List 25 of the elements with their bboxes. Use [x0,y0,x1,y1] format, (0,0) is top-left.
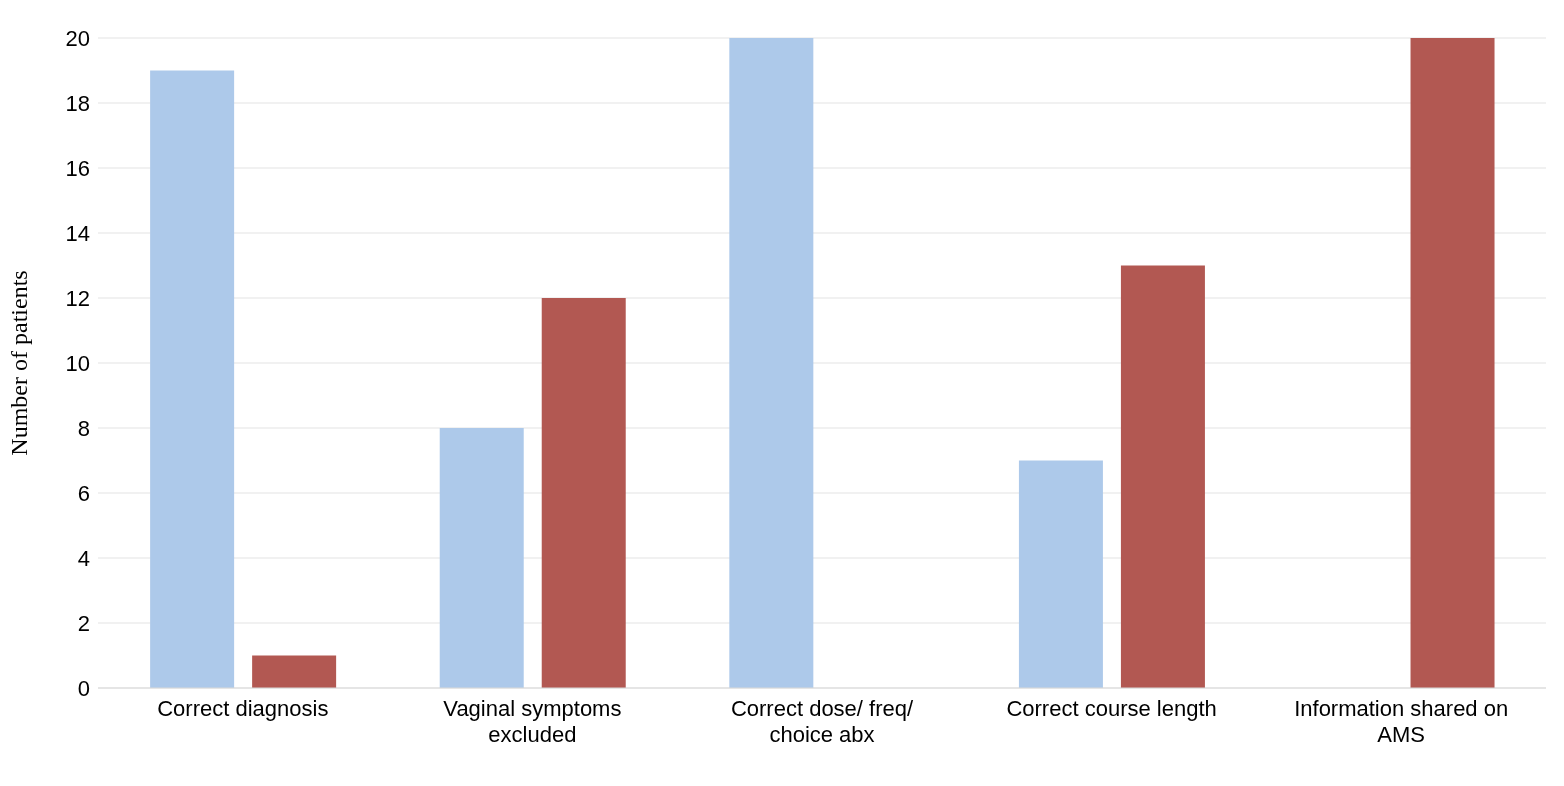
y-tick-label: 14 [65,220,90,246]
x-tick-label: Correct diagnosis [157,696,329,721]
y-tick-label: 10 [65,350,90,376]
y-tick-label: 18 [65,90,90,116]
bar [1018,460,1103,688]
x-tick-label: Correct course length [1006,696,1217,721]
bar [252,655,337,688]
y-tick-label: 16 [65,155,90,181]
bar [1410,38,1495,688]
bar [1120,265,1205,688]
x-tick-label: Information shared on AMS [1294,696,1509,747]
y-tick-label: 8 [77,415,90,441]
bar [150,70,235,688]
bar [439,428,524,688]
y-tick-label: 20 [65,25,90,51]
y-tick-label: 0 [77,675,90,701]
y-tick-label: 2 [77,610,90,636]
y-tick-label: 12 [65,285,90,311]
x-tick-label: Correct dose/ freq/ choice abx [730,696,914,747]
y-axis-title: Number of patients [5,270,32,456]
bar [541,298,626,688]
y-tick-label: 4 [77,545,90,571]
bar [729,38,814,688]
x-tick-label: Vaginal symptoms excluded [443,696,622,747]
y-tick-label: 6 [77,480,90,506]
